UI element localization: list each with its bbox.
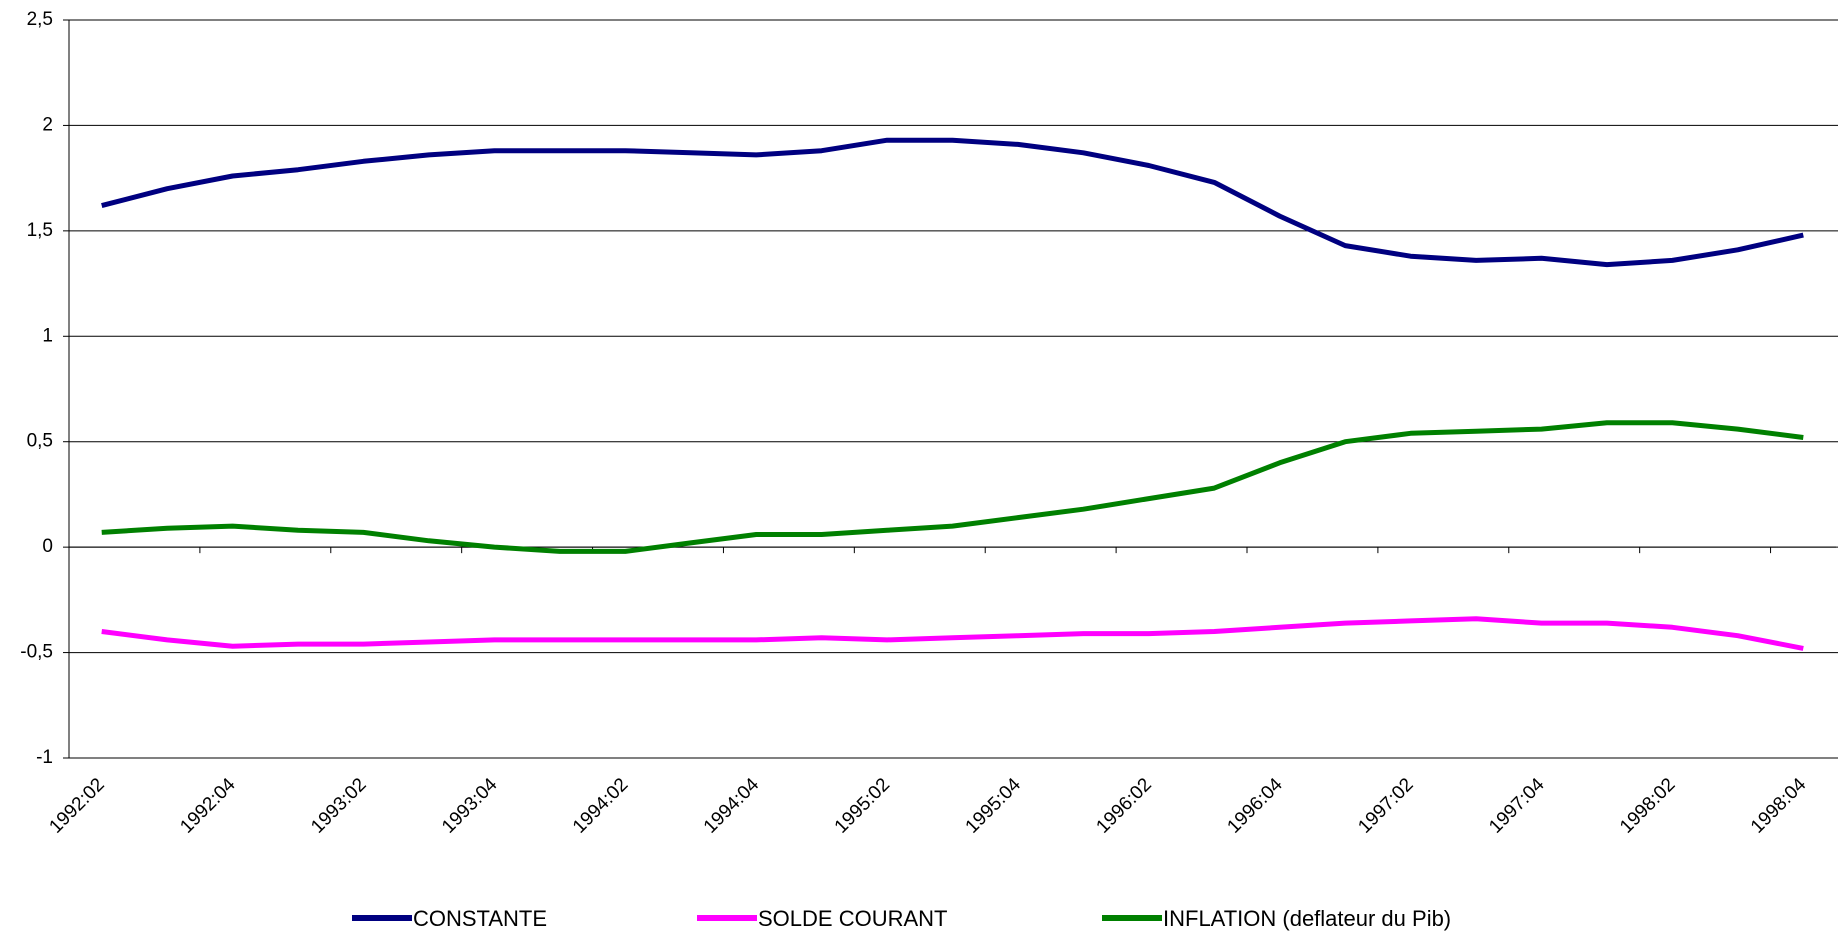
x-tick-label: 1995:02	[831, 774, 894, 837]
x-tick-label: 1992:02	[45, 774, 108, 837]
y-tick-label: -1	[36, 747, 53, 768]
y-tick-label: 0,5	[27, 431, 53, 452]
legend-label: SOLDE COURANT	[758, 906, 947, 931]
x-tick-label: 1996:04	[1223, 774, 1287, 838]
x-tick-label: 1993:04	[438, 774, 502, 838]
x-tick-label: 1993:02	[307, 774, 370, 837]
x-tick-label: 1992:04	[176, 774, 240, 838]
line-series	[101, 616, 1804, 651]
x-tick-label: 1994:04	[700, 774, 764, 838]
line-series	[101, 420, 1804, 554]
y-tick-label: 2	[42, 114, 53, 135]
legend-label: CONSTANTE	[413, 906, 547, 931]
y-tick-label: 2,5	[27, 9, 53, 30]
line-series	[101, 137, 1804, 268]
x-tick-label: 1997:02	[1354, 774, 1417, 837]
x-tick-label: 1998:02	[1616, 774, 1679, 837]
x-tick-label: 1997:04	[1485, 774, 1549, 838]
x-tick-label: 1994:02	[569, 774, 632, 837]
y-tick-label: 0	[42, 536, 53, 557]
x-tick-label: 1996:02	[1092, 774, 1155, 837]
y-tick-label: 1,5	[27, 220, 53, 241]
y-tick-label: 1	[42, 325, 53, 346]
y-tick-label: -0,5	[20, 642, 53, 663]
x-tick-label: 1998:04	[1747, 774, 1811, 838]
x-tick-label: 1995:04	[962, 774, 1026, 838]
legend-label: INFLATION (deflateur du Pib)	[1163, 906, 1451, 931]
